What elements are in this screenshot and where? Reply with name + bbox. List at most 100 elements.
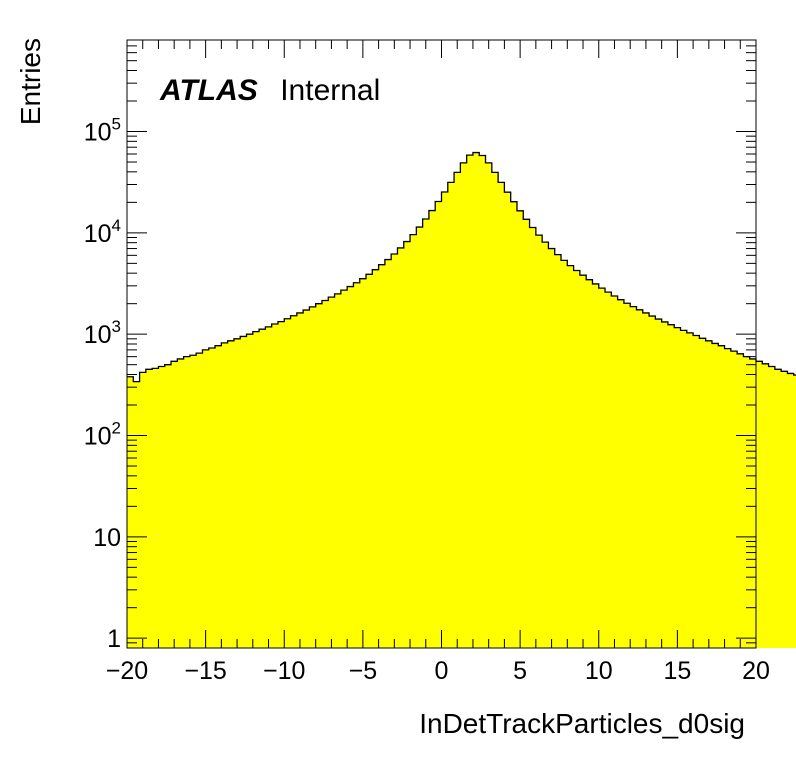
histogram-bar: [667, 324, 675, 648]
histogram-bar: [674, 327, 681, 648]
histogram-bar: [158, 366, 166, 648]
histogram-bar: [233, 338, 241, 648]
histogram-bar: [189, 355, 197, 648]
histogram-bar: [133, 381, 140, 648]
histogram-bar: [391, 254, 398, 648]
histogram-bar: [756, 361, 763, 648]
histogram-bar: [749, 358, 757, 648]
histogram-bar: [510, 201, 518, 648]
atlas-label: ATLAS Internal: [159, 74, 380, 107]
histogram-bar: [277, 321, 285, 648]
histogram-bar: [636, 309, 644, 648]
histogram-bar: [655, 319, 662, 648]
histogram-bar: [127, 376, 134, 648]
histogram-bar: [680, 330, 688, 648]
x-tick-label: 0: [435, 657, 449, 685]
histogram-bar: [586, 279, 593, 648]
histogram-bar: [617, 299, 625, 648]
histogram-bar: [693, 335, 700, 648]
histogram-bar: [498, 182, 505, 648]
histogram-bar: [378, 264, 386, 648]
histogram-bar: [573, 270, 581, 648]
histogram-bar: [171, 361, 178, 648]
histogram-bar: [435, 201, 442, 649]
x-tick-label: −5: [349, 657, 378, 685]
histogram-bar: [221, 342, 228, 648]
x-tick-label: −20: [106, 657, 148, 685]
histogram-bar: [265, 326, 272, 648]
histogram-bar: [309, 306, 316, 648]
histogram-bar: [479, 155, 486, 648]
histogram-bar: [454, 172, 461, 648]
histogram-bar: [447, 182, 455, 648]
histogram-bar: [227, 340, 235, 648]
histogram-bar: [303, 310, 310, 648]
histogram-bar: [711, 343, 719, 648]
histogram-bar: [630, 306, 637, 648]
histogram-bar: [296, 312, 304, 648]
histogram-outline: [127, 151, 796, 383]
histogram-bar: [611, 296, 618, 648]
histogram-bar: [208, 348, 216, 648]
histogram-bar: [787, 373, 795, 648]
histogram-bar: [781, 371, 788, 648]
histogram-bar: [718, 345, 725, 648]
histogram-bar: [366, 274, 373, 648]
histogram-bar: [567, 265, 574, 648]
x-tick-label: −15: [184, 657, 226, 685]
histogram-bar: [215, 345, 222, 648]
histogram-bar: [661, 321, 669, 648]
histogram-bar: [259, 329, 266, 648]
histogram-bars: [127, 152, 796, 649]
histogram-bar: [334, 293, 342, 648]
histogram-bar: [290, 315, 298, 648]
histogram-bar: [359, 278, 367, 648]
x-tick-label: −10: [263, 657, 305, 685]
histogram-bar: [774, 369, 782, 648]
histogram-bar: [353, 282, 361, 648]
x-axis-title: InDetTrackParticles_d0sig: [419, 708, 745, 739]
histogram-bar: [535, 235, 543, 648]
histogram-bar: [139, 372, 147, 648]
histogram-bar: [164, 364, 172, 648]
histogram-bar: [372, 269, 379, 648]
histogram-bar: [743, 356, 751, 648]
y-tick-label: 1: [107, 625, 121, 653]
histogram-bar: [529, 227, 537, 648]
histogram-bar: [271, 324, 279, 648]
histogram-bar: [523, 219, 530, 648]
histogram-bar: [554, 254, 562, 648]
histogram-bar: [686, 332, 694, 648]
histogram-bar: [410, 234, 417, 649]
x-tick-label: 10: [585, 657, 613, 685]
histogram-bar: [183, 356, 191, 648]
axis-ticks: [126, 39, 757, 649]
histogram-bar: [152, 368, 159, 648]
histogram-bar: [397, 247, 405, 648]
histogram-bar: [422, 218, 430, 648]
histogram-bar: [460, 162, 467, 648]
histogram-bar: [768, 366, 776, 648]
histogram-bar: [516, 210, 524, 648]
histogram-bar: [579, 275, 587, 648]
y-axis-title: Entries: [15, 38, 46, 125]
histogram-bar: [177, 358, 184, 648]
histogram-bar: [441, 191, 449, 649]
histogram-bar: [623, 303, 631, 648]
histogram-bar: [284, 318, 291, 648]
atlas-label-bold: ATLAS: [159, 74, 258, 107]
histogram-bar: [548, 248, 556, 648]
histogram-bar: [196, 353, 203, 648]
histogram-bar: [252, 331, 260, 648]
histogram-bar: [328, 297, 335, 648]
histogram-bar: [403, 241, 411, 648]
histogram-bar: [340, 290, 348, 648]
y-tick-label: 10: [93, 524, 121, 552]
y-tick-label: 102: [84, 419, 121, 451]
histogram-bar: [598, 288, 606, 648]
histogram-bar: [793, 375, 796, 648]
histogram-bar: [699, 338, 706, 648]
histogram-bar: [472, 152, 480, 648]
histogram-bar: [485, 162, 493, 648]
